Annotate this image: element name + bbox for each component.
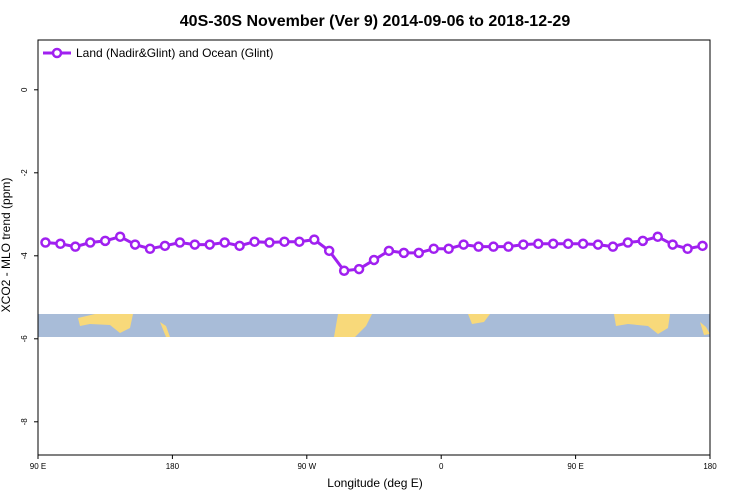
point: [219, 237, 230, 248]
point: [398, 247, 410, 259]
point: [70, 241, 81, 252]
point: [488, 241, 499, 252]
ocean: [38, 314, 710, 337]
point: [189, 239, 201, 250]
point: [353, 263, 365, 275]
x-tick-label: 90 E: [567, 462, 583, 471]
point: [413, 247, 425, 259]
point: [428, 243, 439, 254]
point: [294, 236, 305, 247]
land: [614, 314, 670, 334]
land: [160, 322, 170, 337]
y-axis-label: XCO2 - MLO trend (ppm): [0, 178, 13, 313]
y-tick-label: -2: [20, 169, 29, 177]
point: [279, 236, 290, 247]
point: [55, 238, 66, 250]
point: [249, 236, 260, 247]
point: [518, 239, 529, 250]
legend-marker: [51, 47, 63, 59]
point: [144, 243, 156, 254]
y-tick-label: -6: [20, 335, 29, 343]
point: [40, 237, 51, 248]
point: [473, 241, 484, 252]
point: [592, 239, 604, 250]
point: [652, 231, 663, 242]
point: [309, 234, 320, 245]
point: [234, 240, 245, 252]
point: [159, 240, 171, 252]
point: [667, 239, 678, 250]
point: [174, 237, 186, 248]
point: [577, 238, 589, 250]
x-axis-label: Longitude (deg E): [327, 476, 422, 490]
point: [99, 235, 111, 247]
point: [114, 231, 126, 242]
point: [338, 265, 350, 276]
plot-frame: [37, 39, 711, 456]
chart-title: 40S-30S November (Ver 9) 2014-09-06 to 2…: [180, 13, 571, 30]
point: [562, 238, 574, 250]
point: [368, 254, 380, 266]
point: [547, 238, 559, 250]
point: [622, 237, 634, 248]
point: [682, 243, 693, 254]
y-tick-label: -4: [20, 252, 29, 260]
land: [334, 314, 372, 337]
point: [264, 237, 275, 248]
x-tick-label: 180: [703, 462, 717, 471]
y-tick-label: -8: [20, 418, 29, 426]
point: [323, 245, 335, 257]
point: [697, 240, 708, 252]
x-tick-label: 0: [439, 462, 444, 471]
legend-label: Land (Nadir&Glint) and Ocean (Glint): [76, 46, 273, 60]
point: [129, 239, 141, 250]
point: [458, 239, 469, 250]
point: [533, 238, 544, 250]
point: [607, 241, 619, 252]
point: [383, 245, 395, 257]
land: [78, 314, 133, 333]
point: [637, 235, 649, 247]
land: [468, 314, 490, 324]
x-tick-label: 180: [166, 462, 180, 471]
point: [503, 241, 514, 252]
point: [85, 237, 96, 248]
land: [700, 322, 710, 335]
point: [204, 239, 215, 250]
map-strip: [38, 314, 710, 337]
point: [443, 243, 454, 254]
x-tick-label: 90 W: [297, 462, 316, 471]
x-tick-label: 90 E: [30, 462, 46, 471]
y-tick-label: 0: [20, 87, 29, 92]
series-line: [45, 235, 703, 273]
